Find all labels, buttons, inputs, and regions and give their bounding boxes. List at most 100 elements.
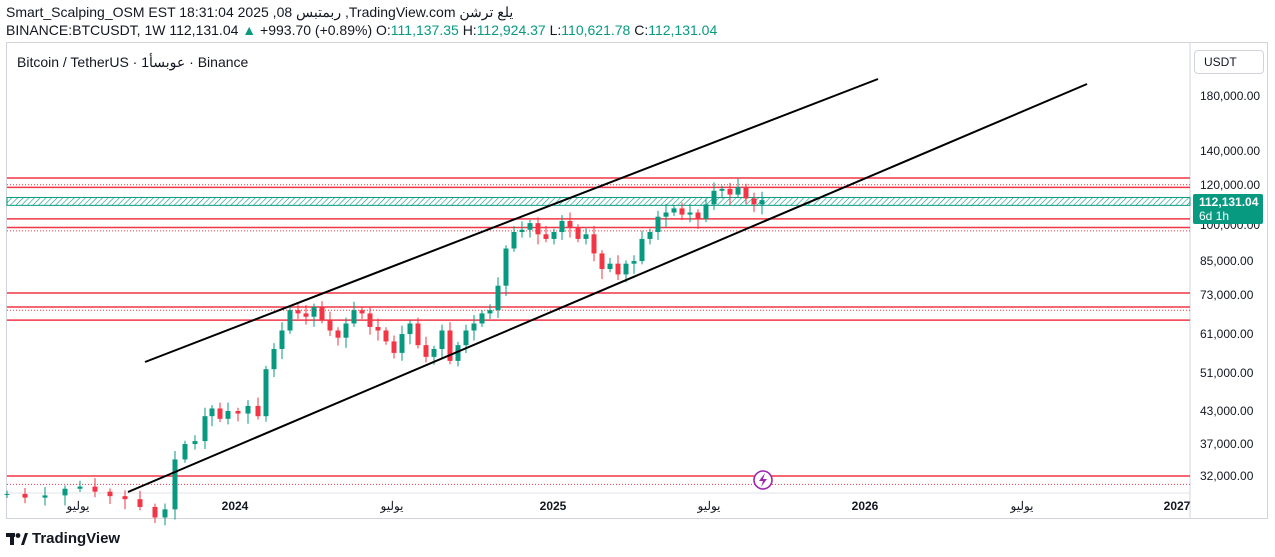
- price-change: +993.70 (+0.89%): [260, 22, 373, 38]
- candle: [192, 435, 198, 450]
- chart-header-line: Smart_Scalping_OSM EST 18:31:04 2025 ,08…: [6, 4, 514, 20]
- candle: [351, 301, 357, 327]
- candle: [663, 204, 669, 227]
- candle: [162, 503, 168, 526]
- candle: [439, 324, 445, 360]
- candle: [225, 402, 231, 425]
- lightning-event-icon[interactable]: [753, 470, 773, 490]
- chart-symbol-title[interactable]: Bitcoin / TetherUS · 1عوبسأ · Binance: [15, 54, 251, 71]
- candle: [647, 228, 653, 245]
- candle: [319, 301, 325, 324]
- price-axis-label: 73,000.00: [1200, 287, 1254, 302]
- time-axis-label: 2027: [1163, 499, 1191, 513]
- candle: [599, 250, 605, 280]
- candle: [367, 307, 373, 335]
- candle: [519, 221, 525, 238]
- price-tag-value: 112,131.04: [1199, 195, 1259, 209]
- symbol-name: BINANCE:BTCUSDT, 1W: [6, 22, 166, 38]
- candle: [631, 255, 637, 274]
- candle: [727, 183, 733, 205]
- candle: [77, 480, 83, 493]
- change-arrow-icon: ▲: [242, 22, 257, 38]
- candle: [245, 400, 251, 424]
- candle: [287, 306, 293, 334]
- candle: [743, 183, 749, 204]
- time-axis-label: يوليو: [697, 499, 721, 513]
- candle: [295, 304, 301, 319]
- candle: [172, 451, 178, 520]
- candle: [375, 318, 381, 341]
- candle: [719, 185, 725, 199]
- candle: [447, 322, 453, 365]
- candle: [42, 486, 48, 506]
- footer-brand: TradingView: [32, 530, 121, 547]
- bar-countdown: 6d 1h: [1199, 209, 1230, 223]
- channel-upper-trendline[interactable]: [144, 78, 879, 363]
- price-axis-label: 51,000.00: [1200, 366, 1254, 381]
- candle: [217, 402, 223, 423]
- candle: [655, 210, 661, 240]
- tradingview-logo[interactable]: TradingView: [6, 530, 120, 547]
- candle: [343, 317, 349, 348]
- open-label: O:: [376, 22, 391, 38]
- candle: [759, 191, 765, 215]
- time-axis-label: 2026: [851, 499, 879, 513]
- candle: [62, 485, 68, 506]
- time-axis-label: يوليو: [66, 499, 90, 513]
- candle: [535, 217, 541, 245]
- candle: [735, 178, 741, 198]
- candle: [92, 478, 98, 498]
- candle: [303, 305, 309, 325]
- candle: [551, 228, 557, 245]
- candle: [22, 488, 28, 504]
- price-axis-label: 37,000.00: [1200, 437, 1254, 452]
- candle: [455, 341, 461, 367]
- candle: [263, 365, 269, 422]
- candle: [383, 327, 389, 345]
- candle: [623, 260, 629, 283]
- last-price: 112,131.04: [169, 22, 239, 38]
- close-label: C:: [634, 22, 649, 38]
- candle: [679, 202, 685, 221]
- candle: [751, 192, 757, 213]
- candle: [607, 257, 613, 273]
- candle: [182, 440, 188, 463]
- price-axis-label: 43,000.00: [1200, 403, 1254, 418]
- chart-pane[interactable]: [6, 42, 1268, 519]
- time-axis-label: 2024: [221, 499, 249, 513]
- candle: [107, 488, 113, 504]
- close-value: 112,131.04: [648, 22, 718, 38]
- candle: [359, 306, 365, 319]
- high-label: H:: [462, 22, 477, 38]
- symbol-info-line: BINANCE:BTCUSDT, 1W 112,131.04 ▲ +993.70…: [6, 22, 717, 38]
- candle: [255, 397, 261, 420]
- candle: [122, 490, 128, 510]
- candle: [423, 336, 429, 363]
- low-label: L:: [549, 22, 562, 38]
- currency-button[interactable]: USDT: [1194, 50, 1264, 74]
- candle: [279, 322, 285, 360]
- candle: [391, 335, 397, 359]
- high-value: 112,924.37: [476, 22, 546, 38]
- open-value: 111,137.35: [390, 22, 459, 38]
- price-axis-label: 140,000.00: [1200, 144, 1261, 159]
- candle: [511, 226, 517, 252]
- channel-lower-trendline[interactable]: [127, 83, 1088, 493]
- candle: [487, 304, 493, 319]
- candle: [711, 182, 717, 210]
- candle: [399, 325, 405, 361]
- candle: [209, 405, 215, 427]
- candle: [591, 225, 597, 262]
- candle: [583, 228, 589, 245]
- candle: [527, 219, 533, 238]
- time-axis-label: 2025: [539, 499, 567, 513]
- support-resistance-zone[interactable]: [6, 196, 1191, 206]
- candle: [639, 230, 645, 265]
- candle: [559, 215, 565, 240]
- price-axis-label: 120,000.00: [1200, 178, 1261, 193]
- candle: [311, 303, 317, 327]
- candle: [671, 205, 677, 216]
- candle: [495, 277, 501, 319]
- candle: [327, 311, 333, 337]
